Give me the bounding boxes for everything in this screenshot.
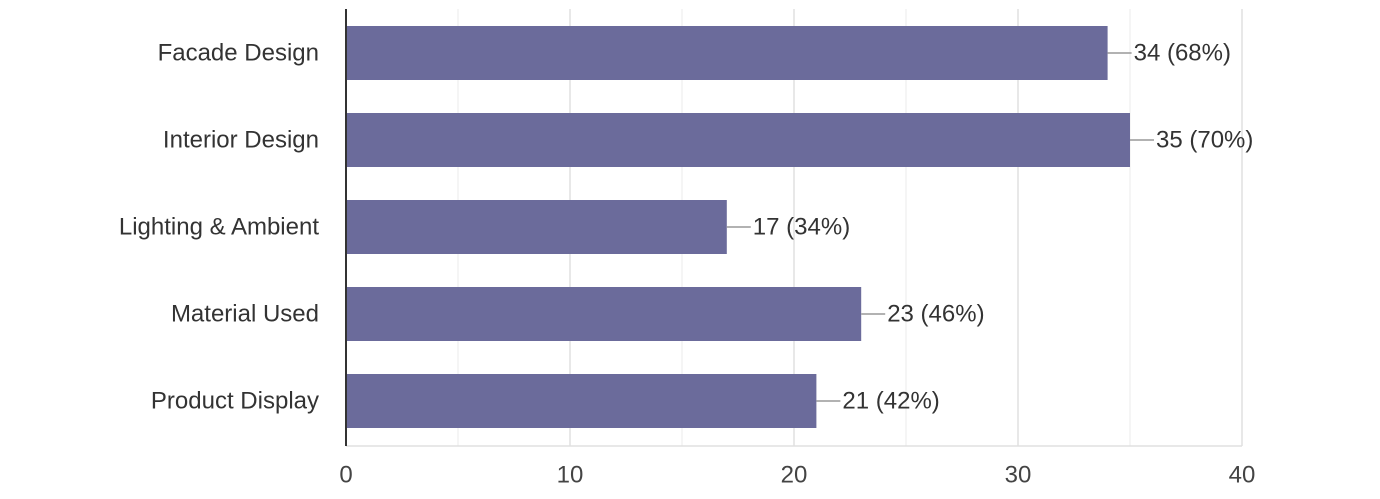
x-tick-label: 40 xyxy=(1229,462,1256,489)
bar xyxy=(346,26,1108,80)
grid-lines xyxy=(346,9,1243,447)
data-label: 23 (46%) xyxy=(887,301,984,328)
x-tick-label: 10 xyxy=(557,462,584,489)
bars xyxy=(346,26,1130,428)
category-label: Material Used xyxy=(171,301,319,328)
category-label: Lighting & Ambient xyxy=(119,214,319,241)
data-label: 21 (42%) xyxy=(842,388,939,415)
category-label: Interior Design xyxy=(163,127,319,154)
data-label: 35 (70%) xyxy=(1156,127,1253,154)
bar xyxy=(346,200,727,254)
x-tick-labels: 0 10 20 30 40 xyxy=(339,462,1255,489)
category-labels: Facade Design Interior Design Lighting & A… xyxy=(119,40,319,415)
x-tick-label: 0 xyxy=(339,462,352,489)
bar xyxy=(346,287,862,341)
data-label: 17 (34%) xyxy=(753,214,850,241)
leader-lines xyxy=(726,52,1154,402)
category-label: Product Display xyxy=(151,388,319,415)
bar xyxy=(346,374,817,428)
bar xyxy=(346,113,1130,167)
data-labels: 34 (68%) 35 (70%) 17 (34%) 23 (46%) 21 (42%) xyxy=(753,40,1254,415)
data-label: 34 (68%) xyxy=(1134,40,1231,67)
x-tick-label: 30 xyxy=(1005,462,1032,489)
x-tick-label: 20 xyxy=(781,462,808,489)
category-label: Facade Design xyxy=(158,40,319,67)
